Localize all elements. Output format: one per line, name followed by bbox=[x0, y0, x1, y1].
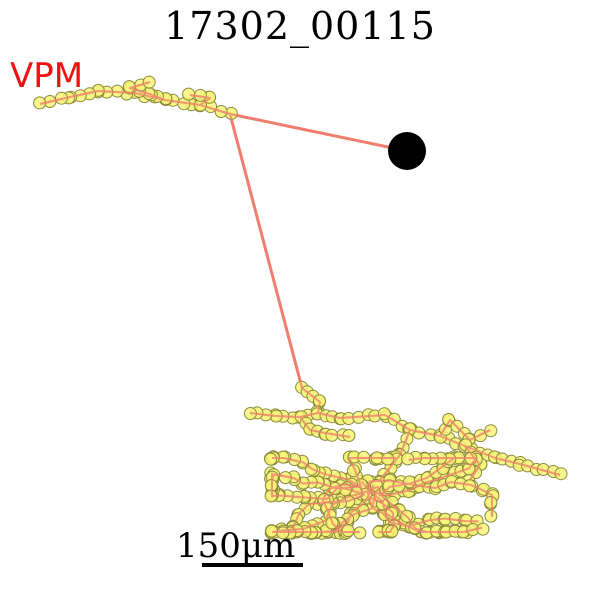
axon-segment bbox=[271, 493, 366, 533]
axon-segment bbox=[129, 81, 166, 101]
axon-segment bbox=[378, 457, 459, 497]
scale-bar bbox=[202, 563, 303, 567]
bouton bbox=[463, 479, 477, 493]
axon-segment bbox=[464, 445, 481, 481]
axon-segment bbox=[368, 496, 396, 533]
bouton bbox=[484, 495, 498, 509]
bouton bbox=[182, 87, 196, 101]
region-label: VPM bbox=[10, 56, 84, 96]
axon-segment bbox=[369, 457, 477, 497]
axon-segment bbox=[366, 480, 479, 528]
axon-segment bbox=[39, 90, 408, 152]
axon-segment bbox=[376, 486, 483, 533]
bouton bbox=[484, 424, 498, 438]
soma bbox=[388, 132, 426, 170]
bouton bbox=[484, 509, 498, 523]
axon-segment bbox=[189, 94, 211, 106]
scale-bar-label: 150μm bbox=[176, 526, 296, 566]
bouton-markers bbox=[33, 75, 568, 540]
axon-segment bbox=[299, 416, 351, 438]
axon-segment bbox=[368, 479, 493, 517]
axon-segment bbox=[379, 429, 411, 481]
axon-overlay bbox=[39, 81, 561, 533]
axon-segment bbox=[228, 113, 322, 419]
figure-title: 17302_00115 bbox=[164, 4, 436, 48]
axon-segment bbox=[281, 493, 377, 533]
axon-segment bbox=[39, 89, 408, 153]
bouton bbox=[264, 452, 278, 466]
axon-segment bbox=[348, 457, 397, 495]
axon-segment bbox=[272, 457, 361, 489]
axon-segment bbox=[271, 473, 366, 498]
axon-segment bbox=[439, 419, 491, 441]
axon-segment bbox=[229, 113, 321, 418]
